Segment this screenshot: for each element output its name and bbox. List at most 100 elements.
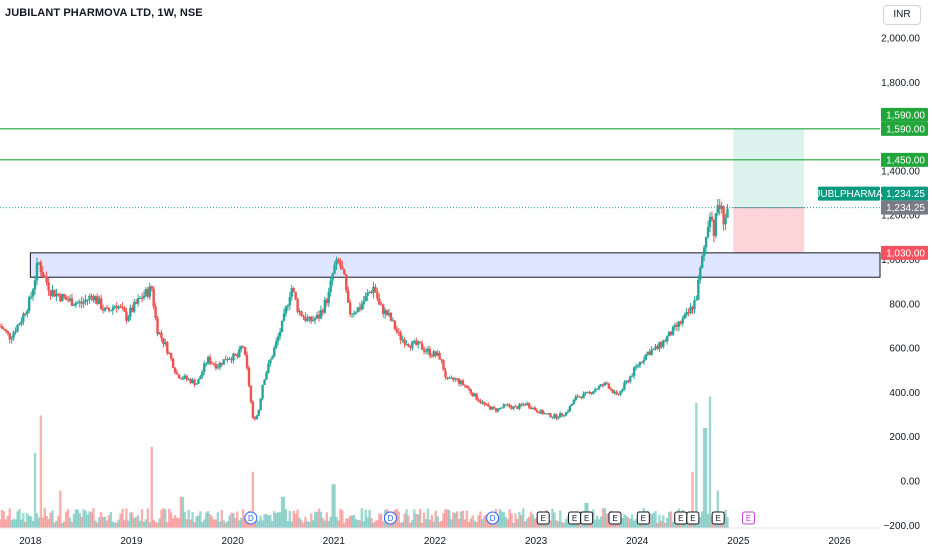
volume-bar [90,512,93,528]
volume-bar [276,512,280,528]
volume-bar [477,515,480,528]
candle-body [286,305,290,307]
volume-bar [397,511,400,528]
currency-selector[interactable]: INR [883,5,921,25]
candle-body [664,340,667,342]
candle-body [183,375,186,379]
candle-body [162,337,165,344]
candle-body [572,399,576,405]
volume-bar [59,490,62,528]
volume-bar [434,510,437,528]
volume-bar [154,521,157,528]
volume-bar [51,510,54,528]
candle-body [487,404,490,406]
volume-bar [627,517,630,528]
candle-body [271,356,274,360]
candle-body [436,352,439,356]
y-tick-label: 600.00 [889,344,920,355]
volume-bar [29,516,33,528]
candle-body [432,351,435,357]
volume-bar [415,514,418,528]
candle-body [387,312,391,316]
candle-body [656,346,659,349]
volume-bar [43,508,46,528]
candle-body [617,393,620,395]
volume-bar [594,519,597,528]
candle-body [724,217,727,225]
candle-body [424,351,428,353]
candle-body [348,302,352,315]
x-tick-label: 2018 [19,536,42,547]
volume-bar [523,521,527,528]
candle-body [304,316,307,321]
candle-body [411,341,414,348]
earnings-marker-label: E [541,514,546,523]
volume-bar [181,496,185,528]
last-price-label-2: 1,234.25 [886,203,925,214]
candle-body [51,289,54,296]
candle-body [574,396,577,400]
candle-body [173,367,177,373]
candle-body [175,372,179,375]
volume-bar [689,522,692,528]
x-tick-label: 2023 [525,536,548,547]
volume-bar [156,522,159,528]
volume-bar [31,521,35,528]
volume-bar [76,509,80,528]
candle-body [88,295,91,300]
volume-bar [234,518,237,528]
candle-body [150,286,153,289]
volume-bar [269,515,272,528]
volume-bar [255,520,258,528]
candle-body [566,411,570,413]
volume-bar [366,517,369,528]
candle-body [467,387,470,390]
volume-bar [346,518,350,528]
volume-bar [265,513,268,528]
candle-body [234,353,237,356]
candle-body [220,362,223,365]
volume-bar [273,511,276,528]
volume-bar [457,518,461,528]
candle-body [212,363,216,365]
volume-bar [345,518,348,528]
candle-body [695,299,698,301]
ticker-label: JUBLPHARMA [815,189,883,200]
volume-bar [409,522,412,528]
candle-body [455,378,459,380]
volume-bar [288,510,292,528]
volume-bar [502,512,506,528]
volume-bar [12,518,15,528]
candle-body [638,361,642,366]
candle-body [395,329,399,332]
candle-body [282,313,286,321]
candle-body [253,417,257,420]
candle-body [346,290,350,303]
candle-body [588,391,591,393]
zones-layer [0,128,881,278]
candle-body [166,342,169,353]
volume-bar [49,512,52,528]
earnings-marker-label: E [746,514,751,523]
stop-zone [733,207,805,253]
volume-bar [35,513,39,528]
volume-bar [191,512,194,528]
volume-bar [356,519,360,528]
volume-bar [2,511,6,528]
volume-bar [473,520,476,528]
candle-body [446,377,449,379]
candle-body [448,377,451,379]
volume-bar [203,519,206,528]
candle-body [251,401,255,418]
candle-body [144,289,148,296]
candle-body [169,353,173,359]
volume-bar [485,514,488,528]
candle-body [613,391,616,394]
volume-bar [271,521,274,528]
candle-body [667,331,671,337]
volume-bar [562,522,566,528]
volume-bar [533,518,537,528]
candle-body [41,271,44,277]
candle-body [393,320,397,330]
